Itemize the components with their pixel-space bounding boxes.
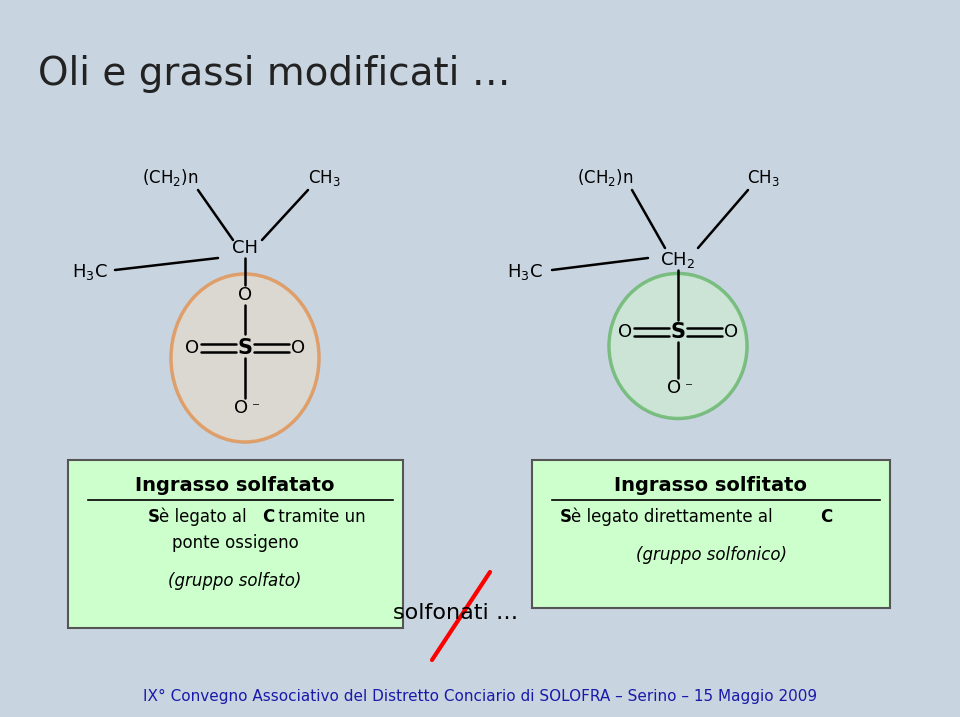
Text: CH$_3$: CH$_3$ [308,168,341,188]
Text: Oli e grassi modificati …: Oli e grassi modificati … [38,55,511,93]
Ellipse shape [609,273,747,419]
Text: IX° Convegno Associativo del Distretto Conciario di SOLOFRA – Serino – 15 Maggio: IX° Convegno Associativo del Distretto C… [143,688,817,703]
Text: (CH$_2$)n: (CH$_2$)n [577,168,634,189]
Text: CH: CH [232,239,258,257]
Text: S: S [670,322,685,342]
Text: O: O [291,339,305,357]
Text: CH$_2$: CH$_2$ [660,250,695,270]
Text: O: O [724,323,738,341]
Text: O: O [185,339,199,357]
Text: ponte ossigeno: ponte ossigeno [172,534,299,552]
Text: CH$_3$: CH$_3$ [747,168,780,188]
Text: O: O [238,286,252,304]
Text: S: S [237,338,252,358]
Text: O: O [667,379,681,397]
Text: (gruppo solfato): (gruppo solfato) [168,572,301,590]
Text: H$_3$C: H$_3$C [507,262,542,282]
Text: (gruppo solfonico): (gruppo solfonico) [636,546,786,564]
Text: O: O [234,399,248,417]
Text: C: C [820,508,832,526]
Text: S: S [148,508,160,526]
Text: è legato direttamente al: è legato direttamente al [571,508,778,526]
Text: C: C [262,508,275,526]
Ellipse shape [171,274,319,442]
FancyBboxPatch shape [68,460,403,628]
FancyBboxPatch shape [532,460,890,608]
Text: solfonati …: solfonati … [393,603,518,623]
Text: Ingrasso solfatato: Ingrasso solfatato [135,476,335,495]
Text: O: O [618,323,632,341]
Text: ⁻: ⁻ [252,401,260,415]
Text: è legato al: è legato al [159,508,252,526]
Text: tramite un: tramite un [273,508,366,526]
Text: H$_3$C: H$_3$C [72,262,108,282]
Text: S: S [560,508,572,526]
Text: (CH$_2$)n: (CH$_2$)n [142,168,199,189]
Text: Ingrasso solfitato: Ingrasso solfitato [614,476,807,495]
Text: ⁻: ⁻ [685,381,693,396]
